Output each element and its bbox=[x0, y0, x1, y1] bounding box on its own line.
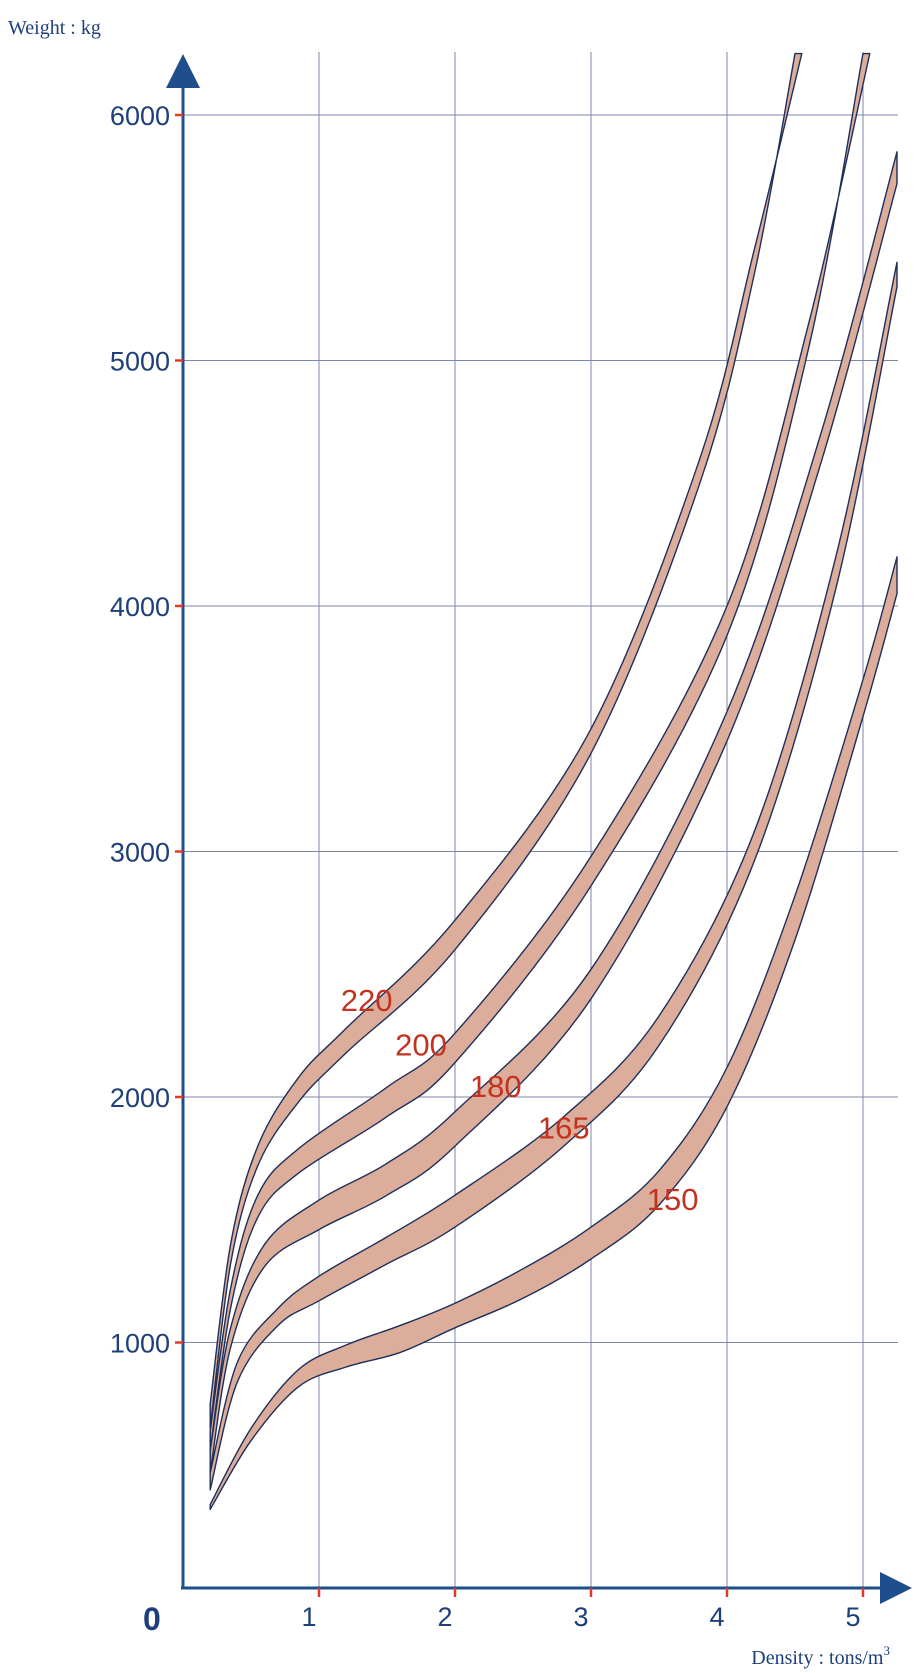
band-200 bbox=[209, 52, 871, 1452]
axis-layer: Weight : kg 0 Density : tons/m3 bbox=[8, 17, 912, 1669]
band-label-165: 165 bbox=[538, 1111, 590, 1146]
y-axis-title: Weight : kg bbox=[8, 17, 101, 39]
band-label-220: 220 bbox=[341, 983, 393, 1018]
band-220 bbox=[209, 52, 803, 1430]
x-tick-label-4: 4 bbox=[709, 1602, 724, 1632]
y-tick-label-5000: 5000 bbox=[110, 347, 170, 377]
y-tick-label-1000: 1000 bbox=[110, 1329, 170, 1359]
origin-label: 0 bbox=[143, 1601, 161, 1637]
x-axis-arrow-icon bbox=[880, 1572, 912, 1604]
band-label-150: 150 bbox=[647, 1182, 699, 1217]
x-tick-label-1: 1 bbox=[301, 1602, 316, 1632]
y-tick-label-2000: 2000 bbox=[110, 1083, 170, 1113]
x-tick-label-3: 3 bbox=[573, 1602, 588, 1632]
tick-layer: 1000 2000 3000 4000 5000 6000 1 2 3 4 5 bbox=[110, 101, 865, 1632]
x-axis-title-text: Density : tons/m bbox=[751, 1647, 884, 1669]
y-axis-arrow-icon bbox=[166, 54, 200, 88]
band-150 bbox=[209, 556, 898, 1511]
x-axis-title: Density : tons/m3 bbox=[751, 1643, 890, 1669]
band-label-200: 200 bbox=[395, 1027, 447, 1062]
band-label-180: 180 bbox=[470, 1069, 522, 1104]
x-tick-label-5: 5 bbox=[845, 1602, 860, 1632]
y-tick-label-3000: 3000 bbox=[110, 838, 170, 868]
band-165 bbox=[209, 261, 898, 1491]
grid-layer bbox=[183, 52, 898, 1588]
x-axis-title-superscript: 3 bbox=[884, 1643, 891, 1658]
band-layer bbox=[209, 52, 898, 1511]
y-tick-label-4000: 4000 bbox=[110, 592, 170, 622]
x-tick-label-2: 2 bbox=[437, 1602, 452, 1632]
band-180 bbox=[209, 151, 898, 1474]
y-tick-label-6000: 6000 bbox=[110, 101, 170, 131]
